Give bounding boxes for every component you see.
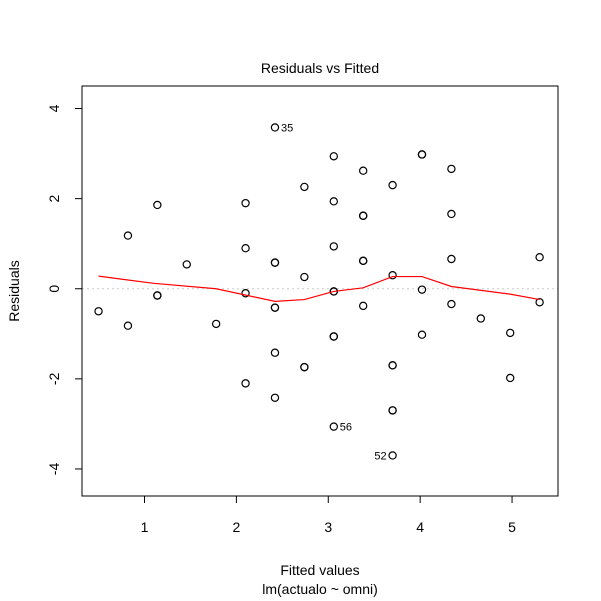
data-point-53 xyxy=(506,328,515,338)
data-point-40 xyxy=(388,361,397,370)
point-label-35: 35 xyxy=(281,122,293,134)
x-tick-label-5: 5 xyxy=(508,519,516,535)
data-point-29 xyxy=(329,332,338,341)
y-tick-label--2: -2 xyxy=(46,372,62,385)
points-layer xyxy=(94,123,544,460)
data-point-24 xyxy=(329,197,338,206)
data-point-50 xyxy=(447,254,456,264)
data-point-0 xyxy=(94,307,103,316)
y-axis-label: Residuals xyxy=(6,260,22,321)
data-point-23 xyxy=(329,152,338,161)
x-axis: 1 2 3 4 5 xyxy=(141,495,516,535)
data-point-55 xyxy=(535,253,544,262)
data-point-5 xyxy=(153,291,162,300)
subtitle: lm(actualo ~ omni) xyxy=(262,581,378,597)
x-axis-label: Fitted values xyxy=(280,562,359,578)
data-point-42 xyxy=(388,406,397,415)
data-point-22 xyxy=(300,362,309,372)
data-point-11 xyxy=(241,379,250,388)
data-point-48 xyxy=(447,164,456,174)
data-point-12 xyxy=(270,123,280,132)
x-tick-label-2: 2 xyxy=(232,519,240,535)
data-point-56 xyxy=(535,298,544,307)
data-point-2 xyxy=(123,321,133,330)
chart-title: Residuals vs Fitted xyxy=(261,60,379,76)
data-point-36 xyxy=(358,301,368,311)
data-point-6 xyxy=(182,260,191,269)
data-point-1 xyxy=(123,231,133,240)
point-label-52: 52 xyxy=(374,450,386,462)
data-point-3 xyxy=(153,200,162,210)
data-point-8 xyxy=(241,198,250,208)
data-point-7 xyxy=(211,319,221,329)
data-point-18 xyxy=(270,393,280,402)
data-point-19 xyxy=(300,182,309,192)
data-point-25 xyxy=(329,242,338,251)
data-point-49 xyxy=(447,209,456,219)
y-tick-label-2: 2 xyxy=(46,195,62,203)
smooth-trend-line xyxy=(98,275,540,302)
data-point-47 xyxy=(417,330,427,339)
data-point-35 xyxy=(358,256,368,266)
data-point-14 xyxy=(270,258,280,267)
y-axis: -4 -2 0 2 4 xyxy=(46,104,83,476)
x-tick-label-1: 1 xyxy=(141,519,149,535)
data-point-51 xyxy=(447,299,456,309)
data-point-54 xyxy=(506,373,515,383)
data-point-9 xyxy=(241,243,250,253)
data-point-46 xyxy=(417,285,427,294)
point-label-56: 56 xyxy=(340,422,352,434)
data-point-43 xyxy=(388,451,397,460)
data-point-33 xyxy=(358,211,368,220)
point-labels-layer: 35 56 52 xyxy=(281,122,387,462)
x-tick-label-3: 3 xyxy=(324,519,332,535)
data-point-30 xyxy=(329,422,338,431)
data-point-17 xyxy=(270,348,280,357)
data-point-31 xyxy=(358,166,368,175)
data-point-45 xyxy=(417,150,427,159)
y-tick-label-0: 0 xyxy=(46,285,62,293)
x-tick-label-4: 4 xyxy=(416,519,424,535)
data-point-52 xyxy=(476,314,486,323)
data-point-37 xyxy=(388,180,397,190)
y-tick-label--4: -4 xyxy=(46,463,62,476)
data-point-38 xyxy=(388,271,397,280)
data-point-20 xyxy=(300,272,309,282)
data-point-10 xyxy=(241,289,250,298)
y-tick-label-4: 4 xyxy=(46,104,62,112)
data-point-16 xyxy=(270,303,280,312)
